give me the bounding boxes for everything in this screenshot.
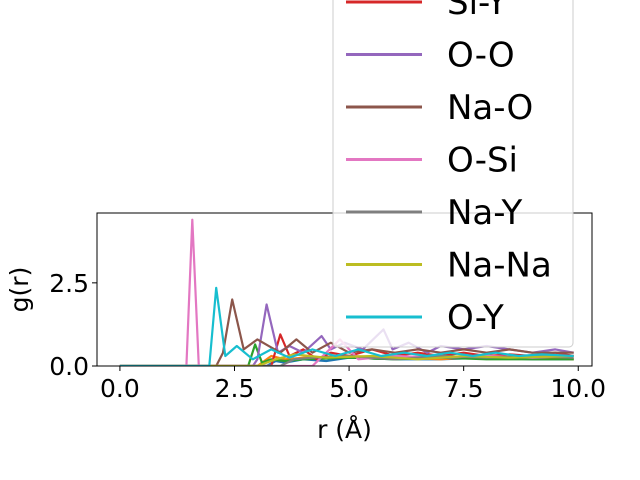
x-tick-label: 0.0 [100, 374, 140, 403]
legend-label: Si-Y [447, 0, 507, 23]
x-tick-label: 5.0 [329, 374, 369, 403]
legend: Si-Y O-O Na-O O-Si Na-Y Na-Na O-Y [332, 0, 574, 348]
x-tick-label: 10.0 [550, 374, 606, 403]
x-axis-label: r (Å) [317, 415, 372, 444]
legend-label: O-Si [447, 141, 518, 181]
legend-box [332, 0, 574, 348]
legend-label: O-Y [447, 298, 504, 338]
x-tick-label: 7.5 [444, 374, 484, 403]
legend-label: Na-Y [447, 193, 523, 233]
legend-label: Na-Na [447, 246, 552, 286]
legend-label: O-O [447, 36, 515, 76]
series-line-o-y [119, 286, 574, 366]
y-tick-label: 2.5 [49, 269, 89, 298]
legend-label: Na-O [447, 88, 533, 128]
y-axis-label: g(r) [5, 267, 34, 313]
series-line-na-na [119, 353, 574, 366]
y-tick-label: 0.0 [49, 352, 89, 381]
x-tick-label: 2.5 [215, 374, 255, 403]
ticks-layer: 0.0 2.5 5.0 7.5 10.0 0.0 2.5 [49, 269, 606, 403]
